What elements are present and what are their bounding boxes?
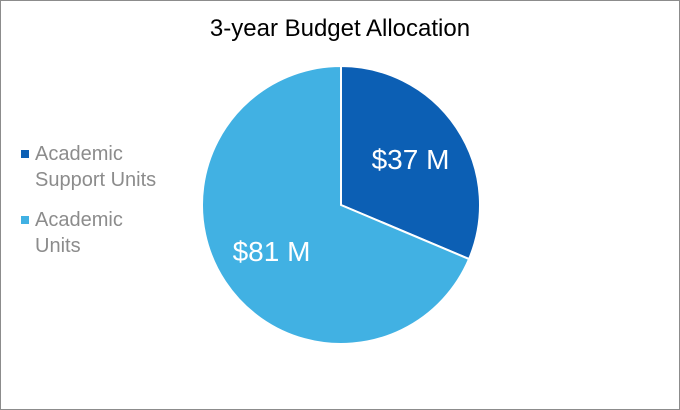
pie-slice-academic-units	[201, 64, 471, 345]
legend-label-line: Support Units	[35, 169, 157, 191]
legend-label-academic-support-units: Academic Support Units	[35, 141, 191, 193]
chart-title: 3-year Budget Allocation	[209, 15, 471, 42]
legend-swatch-academic-support-units	[21, 150, 29, 158]
legend-label-line: Academic	[35, 209, 123, 231]
legend: Academic Support Units Academic Units	[21, 141, 191, 273]
legend-item-academic-units: Academic Units	[21, 207, 191, 259]
data-label-academic-support-units: $37 M	[372, 144, 450, 175]
legend-label-line: Academic	[35, 143, 123, 165]
legend-item-academic-support-units: Academic Support Units	[21, 141, 191, 193]
legend-swatch-academic-units	[21, 216, 29, 224]
data-label-academic-units: $81 M	[233, 236, 311, 267]
legend-label-academic-units: Academic Units	[35, 207, 191, 259]
legend-label-line: Units	[35, 235, 81, 257]
pie-slice-academic-support-units	[340, 64, 481, 261]
